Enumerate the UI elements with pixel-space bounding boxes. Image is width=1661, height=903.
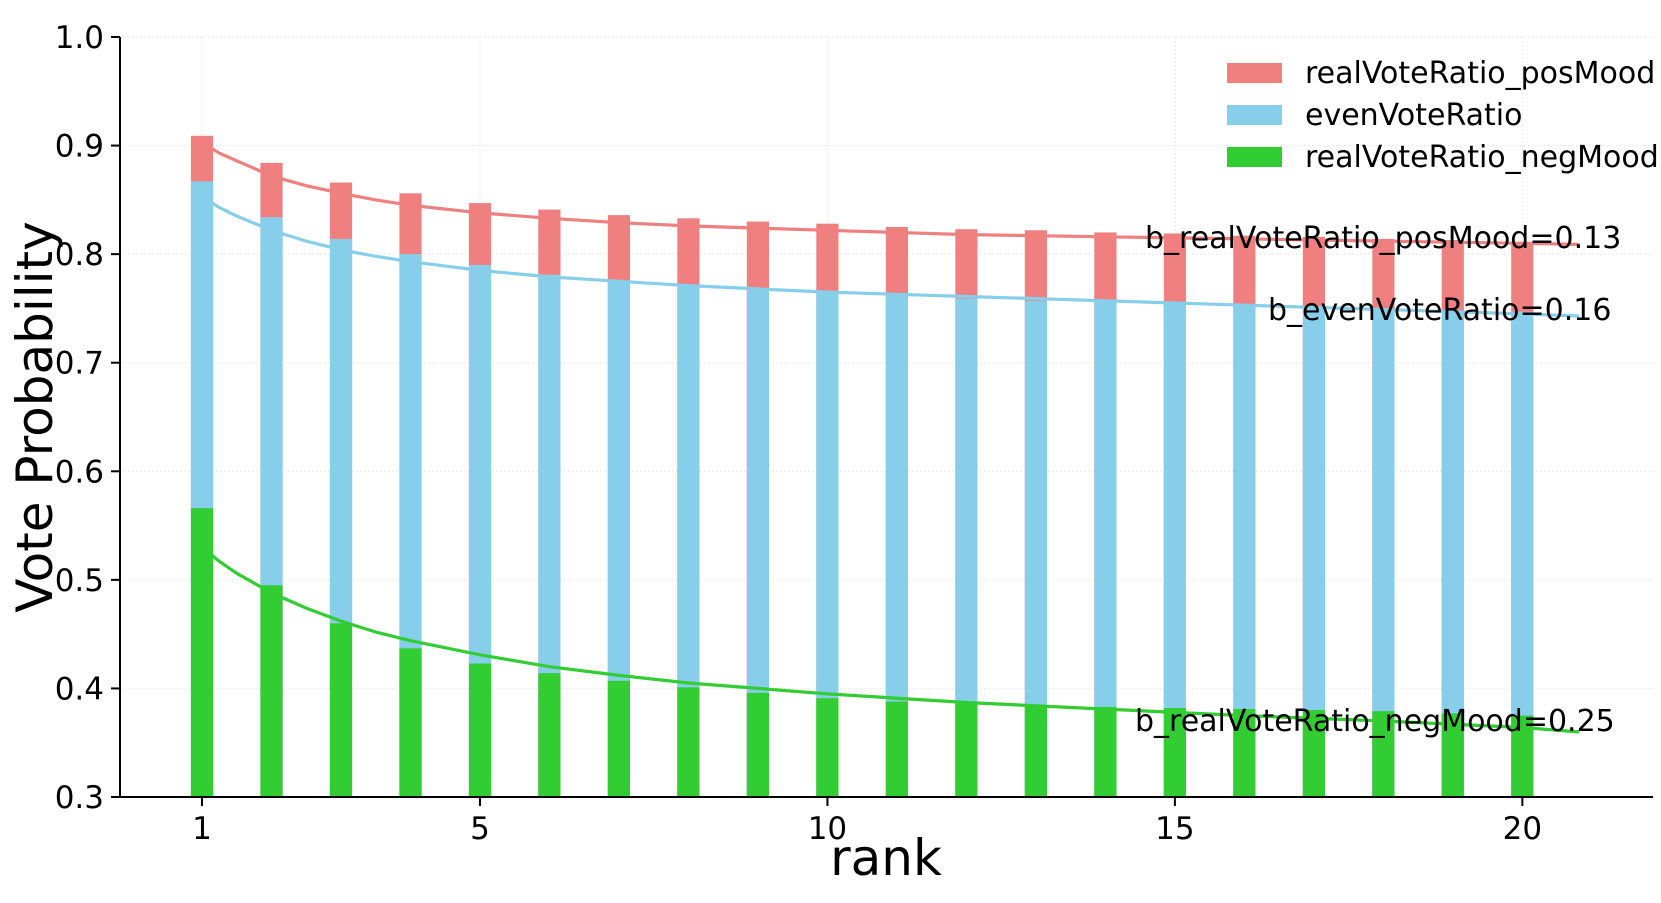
bar [1372,308,1395,797]
y-tick-label: 0.9 [55,129,104,165]
y-tick-label: 0.6 [55,454,104,490]
fit-curve-realVoteRatio_posMood [200,140,1580,246]
bar [1233,709,1256,797]
bar [329,623,353,797]
bar [260,585,283,797]
bar [955,298,978,797]
bar [885,701,908,797]
bar [1094,301,1117,797]
bar [538,673,561,797]
y-tick-label: 0.7 [55,346,104,382]
tick-labels: 0.30.40.50.60.70.80.91.01 5 10 15 20 [55,20,1542,847]
annotation-b-posmood: b_realVoteRatio_posMood=0.13 [1145,221,1622,256]
bar [468,663,492,797]
bar [746,288,769,797]
legend-swatch-negmood [1227,147,1282,167]
x-tick-label: 15 [1155,811,1194,847]
y-tick-label: 0.3 [55,780,104,816]
bar [816,291,839,797]
legend-label-negmood: realVoteRatio_negMood [1305,139,1659,175]
fit-curve-evenVoteRatio [200,195,1580,318]
x-tick-label: 20 [1503,811,1542,847]
bar [816,698,839,797]
bar [1511,311,1534,797]
bar [1441,310,1464,797]
axes-spines [119,37,1653,798]
y-axis-label: Vote Probability [6,221,64,613]
y-tick-label: 0.8 [55,237,104,273]
bar [1024,705,1047,797]
legend-entry-negmood: realVoteRatio_negMood [1227,136,1659,178]
bar [190,508,214,797]
bar [1511,715,1534,797]
bar [1441,713,1464,797]
bar [1094,706,1117,797]
bar [1163,708,1186,797]
bar [1024,300,1047,797]
ticks [111,36,1524,806]
annotation-b-evenvoteratio: b_evenVoteRatio=0.16 [1268,293,1612,328]
legend-entry-evenvoteratio: evenVoteRatio [1227,94,1659,136]
legend: realVoteRatio_posMood evenVoteRatio real… [1227,52,1659,178]
legend-label-posmood: realVoteRatio_posMood [1305,55,1656,91]
bar [399,648,422,797]
bar [1302,710,1325,797]
y-tick-label: 0.4 [55,671,104,707]
x-axis-label: rank [830,829,942,887]
bars-realVoteRatio_negMood [190,508,1534,797]
legend-label-evenvoteratio: evenVoteRatio [1305,97,1523,133]
bar [677,285,700,797]
bar [607,281,630,797]
x-tick-label: 5 [470,811,490,847]
y-tick-label: 1.0 [55,20,104,56]
bar [746,692,769,797]
annotation-b-negmood: b_realVoteRatio_negMood=0.25 [1135,704,1615,739]
x-tick-label: 10 [808,811,847,847]
legend-swatch-posmood [1227,63,1282,83]
bar [607,680,630,797]
legend-entry-posmood: realVoteRatio_posMood [1227,52,1659,94]
fit-curve-realVoteRatio_negMood [200,545,1580,734]
bar [885,295,908,797]
bar [1233,306,1256,797]
bar [677,687,700,797]
bar [1302,307,1325,797]
bar [1372,711,1395,797]
bar [955,703,978,797]
y-tick-label: 0.5 [55,563,104,599]
x-tick-label: 1 [192,811,212,847]
bar [1163,304,1186,797]
legend-swatch-evenvoteratio [1227,105,1282,125]
